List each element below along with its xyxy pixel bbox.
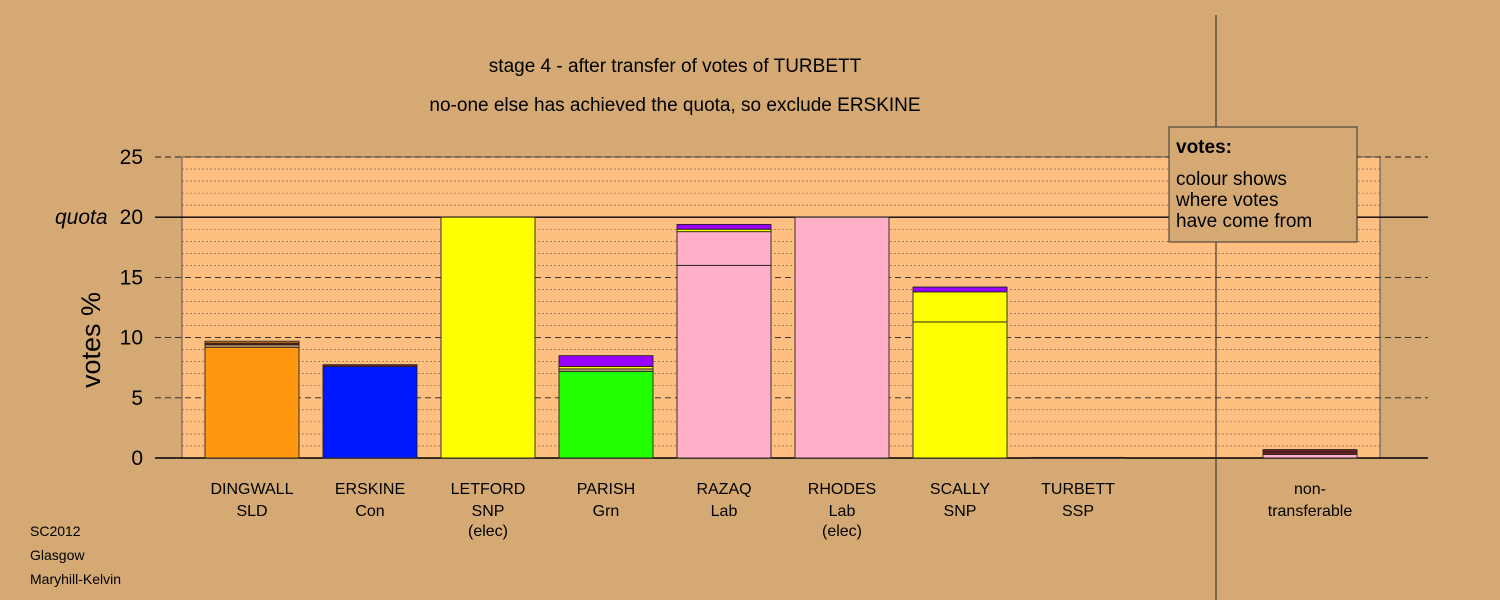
- bars: [204, 216, 1358, 459]
- legend-line-1: colour shows: [1176, 169, 1287, 190]
- x-tick-label: TURBETT: [1041, 481, 1115, 498]
- x-tick-label: RHODES: [808, 481, 876, 498]
- x-tick-label: SNP: [944, 503, 977, 520]
- bar-segment: [1262, 449, 1358, 453]
- x-tick-label: SCALLY: [930, 481, 991, 498]
- candidate-rhodes-bar: [794, 216, 890, 459]
- footer-line-2: Glasgow: [30, 547, 85, 563]
- chart-title: stage 4 - after transfer of votes of TUR…: [489, 56, 862, 77]
- y-tick-label: 25: [120, 146, 143, 169]
- x-tick-label: Grn: [593, 503, 620, 520]
- candidate-dingwall-bar: [204, 340, 300, 459]
- bar-segment: [676, 264, 772, 459]
- x-tick-label: SSP: [1062, 503, 1094, 520]
- x-tick-label: transferable: [1268, 503, 1353, 520]
- legend: votes: colour shows where votes have com…: [1168, 126, 1358, 243]
- candidate-razaq-bar: [676, 223, 772, 459]
- legend-heading: votes:: [1176, 137, 1232, 158]
- chart-subtitle: no-one else has achieved the quota, so e…: [429, 95, 920, 116]
- candidate-turbett-bar: [1030, 456, 1126, 459]
- nontransferable-bar: [1262, 449, 1358, 459]
- y-tick-labels: 0 5 10 15 20 25: [120, 146, 143, 470]
- x-tick-label: SNP: [472, 503, 505, 520]
- bar-segment: [676, 223, 772, 230]
- y-tick-label: 0: [131, 447, 143, 470]
- x-tick-label: Lab: [711, 503, 738, 520]
- x-tick-label: RAZAQ: [696, 481, 751, 498]
- legend-line-2: where votes: [1175, 190, 1278, 211]
- bar-segment: [322, 364, 418, 367]
- y-tick-label: 20: [120, 206, 143, 229]
- candidate-scally-bar: [912, 286, 1008, 459]
- x-tick-label: PARISH: [577, 481, 635, 498]
- bar-segment: [912, 291, 1008, 323]
- x-tick-label: Con: [355, 503, 384, 520]
- x-tick-label: LETFORD: [451, 481, 526, 498]
- bar-segment: [912, 321, 1008, 459]
- x-tick-label: (elec): [822, 523, 862, 540]
- x-tick-label: ERSKINE: [335, 481, 405, 498]
- legend-line-3: have come from: [1176, 211, 1312, 232]
- footer-line-3: Maryhill-Kelvin: [30, 571, 121, 587]
- bar-segment: [204, 340, 300, 344]
- bar-segment: [912, 286, 1008, 293]
- footer-line-1: SC2012: [30, 523, 81, 539]
- y-tick-label: 5: [131, 387, 143, 410]
- candidate-parish-bar: [558, 355, 654, 459]
- candidate-erskine-bar: [322, 364, 418, 459]
- y-tick-label: 15: [120, 266, 143, 289]
- bar-segment: [204, 346, 300, 459]
- bar-segment: [322, 366, 418, 459]
- y-tick-label: 10: [120, 327, 143, 350]
- x-tick-label: Lab: [829, 503, 856, 520]
- bar-segment: [676, 231, 772, 266]
- x-tick-labels: DINGWALL SLD ERSKINE Con LETFORD SNP (elec) PAR…: [211, 481, 1353, 540]
- x-tick-label: (elec): [468, 523, 508, 540]
- x-tick-label: non-: [1294, 481, 1326, 498]
- legend-box: [1168, 126, 1358, 243]
- x-tick-label: SLD: [236, 503, 267, 520]
- y-axis-label: votes %: [76, 292, 106, 388]
- candidate-letford-bar: [440, 216, 536, 459]
- bar-segment: [1262, 453, 1358, 459]
- bar-segment: [558, 355, 654, 367]
- bar-segment: [440, 216, 536, 459]
- quota-label: quota: [55, 206, 108, 229]
- bar-segment: [1030, 456, 1126, 459]
- bar-segment: [794, 216, 890, 459]
- x-tick-label: DINGWALL: [211, 481, 294, 498]
- bar-segment: [558, 370, 654, 459]
